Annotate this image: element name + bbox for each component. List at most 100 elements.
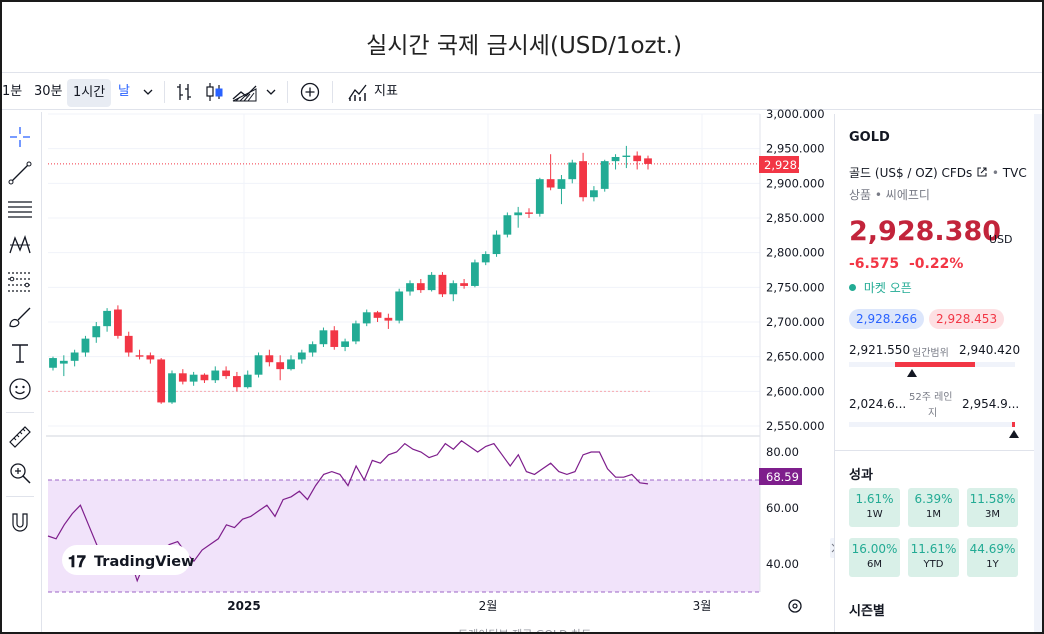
indicators-icon[interactable]: [347, 81, 369, 103]
candle-body: [276, 362, 285, 370]
performance-period: 1M: [926, 509, 941, 520]
panel-scrollbar[interactable]: [1034, 114, 1042, 632]
candle-body: [492, 234, 501, 255]
performance-card[interactable]: 6.39% 1M: [908, 488, 959, 527]
candle: [92, 322, 101, 343]
watermark-bg: [62, 545, 190, 575]
day-low: 2,921.550: [849, 343, 911, 357]
magnet-icon[interactable]: [7, 510, 33, 536]
candle-body: [124, 335, 133, 353]
candles-icon[interactable]: [205, 81, 225, 103]
candle-body: [222, 370, 230, 377]
candle-body: [319, 330, 328, 345]
candle-body: [103, 310, 111, 327]
last-price-label-bg: [759, 156, 799, 173]
candle: [546, 154, 555, 191]
candle: [233, 371, 241, 392]
candle: [611, 154, 620, 170]
candle-body: [92, 326, 101, 338]
rsi-tick-label: 40.00: [766, 557, 799, 571]
candle-body: [330, 330, 339, 347]
candle: [103, 308, 111, 332]
candle-body: [200, 374, 209, 381]
candle: [81, 335, 90, 357]
candle-body: [114, 309, 122, 336]
emoji-icon[interactable]: [7, 376, 33, 402]
candle-body: [395, 291, 404, 321]
interval-30m-button[interactable]: 30분: [34, 84, 63, 99]
performance-period: 1W: [866, 509, 883, 520]
price-tick-label: 2,850.000: [766, 211, 825, 225]
candle-body: [460, 283, 468, 286]
candle: [460, 279, 468, 289]
candle: [384, 313, 393, 329]
last-price-label: 2,928.130: [764, 158, 823, 172]
candle-body: [622, 155, 631, 157]
candle: [362, 309, 371, 327]
performance-card[interactable]: 16.00% 6M: [849, 538, 900, 577]
interval-day-button[interactable]: 날: [118, 84, 130, 99]
chevron-down-icon[interactable]: [265, 81, 277, 103]
horizontal-lines-icon[interactable]: [7, 196, 33, 222]
candle-body: [481, 254, 490, 263]
panel-currency: USD: [989, 233, 1013, 246]
candle: [59, 355, 68, 377]
candle-body: [341, 341, 349, 347]
candle: [568, 159, 577, 184]
status-dot-icon: [849, 284, 856, 291]
candle: [622, 145, 631, 169]
candle: [200, 373, 209, 384]
rsi-band: [48, 480, 760, 592]
week52-label-cont: 지: [928, 408, 938, 419]
add-symbol-icon[interactable]: [299, 81, 321, 103]
watermark-text: TradingView: [94, 554, 194, 570]
price-tick-label: 2,750.000: [766, 280, 825, 294]
candle-body: [70, 352, 79, 361]
bid-pill: 2,928.266: [849, 309, 925, 329]
symbol-details-panel: GOLD 골드 (US$ / OZ) CFDs • TVC 상품 • 씨에프디 …: [834, 114, 1035, 632]
panel-symbol: GOLD: [849, 130, 890, 145]
chevron-down-icon[interactable]: [142, 81, 154, 103]
performance-card[interactable]: 1.61% 1W: [849, 488, 900, 527]
candle-body: [384, 317, 393, 321]
zoom-in-icon[interactable]: [7, 460, 33, 486]
toolbar-divider: [287, 81, 288, 103]
brush-icon[interactable]: [7, 304, 33, 330]
candle: [146, 352, 155, 364]
candle-body: [535, 179, 544, 214]
rsi-value-label-bg: [759, 468, 802, 485]
performance-card[interactable]: 11.58% 3M: [967, 488, 1018, 527]
candle: [276, 355, 285, 381]
price-tick-label: 2,900.000: [766, 176, 825, 190]
settings-icon: [788, 599, 802, 613]
candle-body: [503, 215, 512, 235]
day-range-marker-icon: [907, 369, 917, 377]
data-source: TVC: [1002, 166, 1027, 180]
candle: [427, 272, 436, 292]
text-icon[interactable]: [7, 340, 33, 366]
bar-chart-icon[interactable]: [176, 81, 194, 103]
candle-body: [362, 312, 371, 324]
candle: [633, 151, 642, 170]
ruler-icon[interactable]: [7, 424, 33, 450]
performance-card[interactable]: 11.61% YTD: [908, 538, 959, 577]
indicators-button[interactable]: 지표: [374, 84, 398, 99]
candle-body: [633, 155, 642, 162]
candle-body: [189, 374, 198, 382]
candle-body: [546, 179, 555, 188]
candle-body: [157, 359, 166, 403]
chart-area[interactable]: 3,000.000 2,950.000 2,900.000 2,850.000 2,80…: [2, 2, 834, 634]
external-link-icon[interactable]: [976, 166, 988, 178]
interval-1m-button[interactable]: 1분: [2, 84, 23, 99]
performance-card[interactable]: 44.69% 1Y: [967, 538, 1018, 577]
chart-toolbar: 1분 30분 1시간 날 지표: [2, 72, 1042, 110]
interval-1h-button[interactable]: 1시간: [67, 79, 112, 107]
candle-body: [427, 274, 436, 291]
day-range-fill: [895, 362, 975, 367]
symbol-description[interactable]: 골드 (US$ / OZ) CFDs: [849, 166, 973, 180]
crosshair-icon[interactable]: [7, 124, 33, 150]
pattern-icon[interactable]: [7, 232, 33, 258]
fib-icon[interactable]: [7, 268, 33, 294]
compare-icon[interactable]: [232, 81, 258, 103]
trend-line-icon[interactable]: [7, 160, 33, 186]
